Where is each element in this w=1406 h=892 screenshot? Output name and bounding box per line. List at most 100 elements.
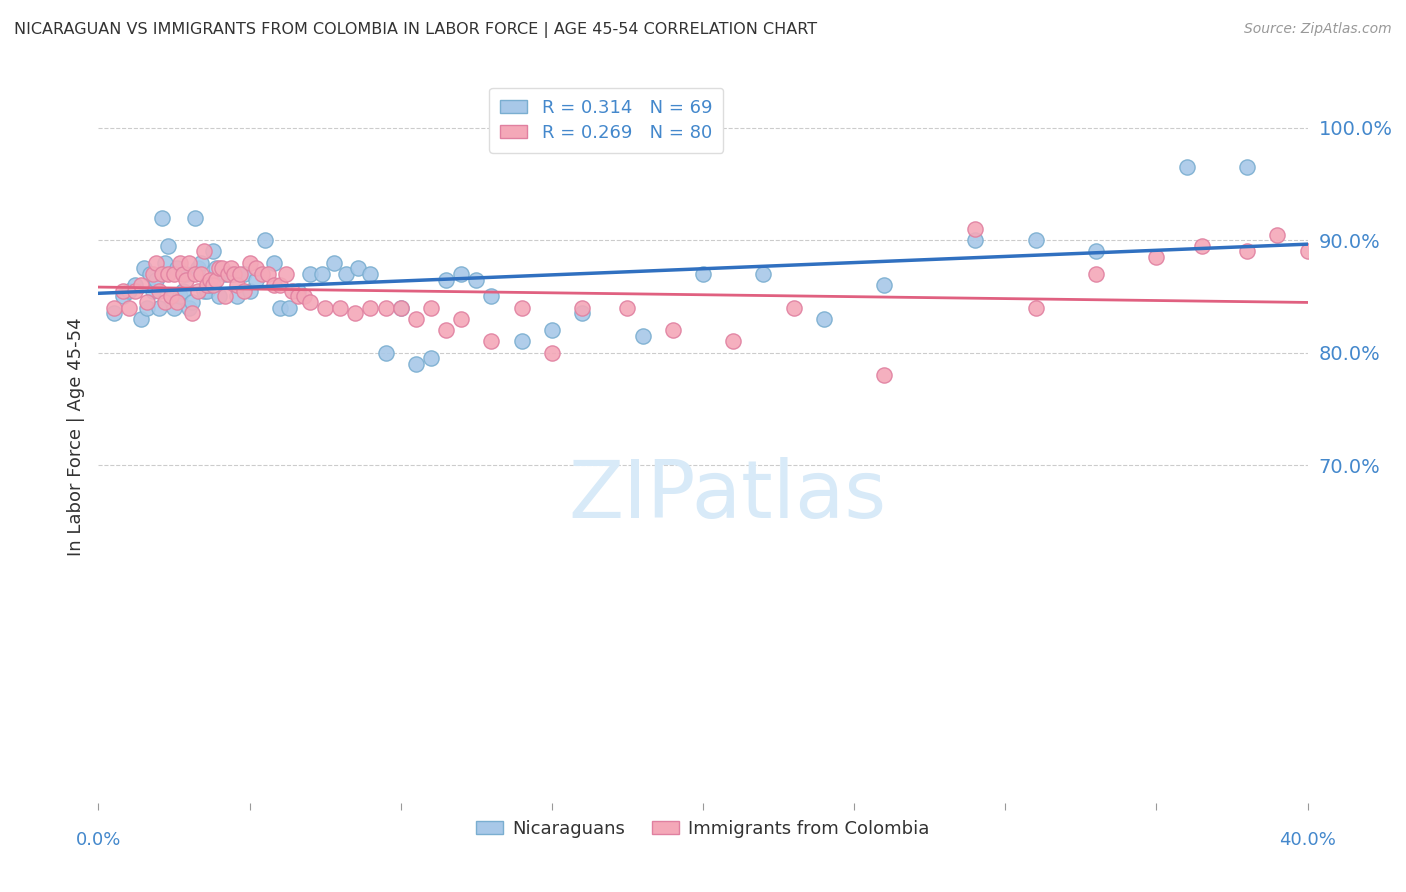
Point xyxy=(224,267,246,281)
Point xyxy=(129,278,152,293)
Point xyxy=(232,284,254,298)
Point xyxy=(287,289,309,303)
Point xyxy=(269,278,291,293)
Point xyxy=(118,301,141,315)
Point xyxy=(172,284,194,298)
Point xyxy=(226,278,249,293)
Point xyxy=(245,272,267,286)
Point xyxy=(181,295,204,310)
Point xyxy=(1327,227,1350,242)
Point xyxy=(169,289,191,303)
Point xyxy=(179,255,201,269)
Point xyxy=(450,312,472,326)
Point xyxy=(111,284,134,298)
Point xyxy=(389,301,412,315)
Point xyxy=(510,301,533,315)
Point xyxy=(135,295,157,310)
Point xyxy=(250,267,273,281)
Point xyxy=(347,261,370,276)
Point xyxy=(374,301,396,315)
Point xyxy=(202,278,225,293)
Point xyxy=(163,301,186,315)
Point xyxy=(200,278,222,293)
Point xyxy=(187,284,209,298)
Point xyxy=(150,211,173,225)
Point xyxy=(124,284,146,298)
Point xyxy=(214,289,236,303)
Point xyxy=(239,284,262,298)
Point xyxy=(226,289,249,303)
Point xyxy=(299,267,322,281)
Point xyxy=(184,211,207,225)
Point xyxy=(205,261,228,276)
Point xyxy=(103,306,125,320)
Point xyxy=(221,261,243,276)
Point xyxy=(873,368,896,383)
Point xyxy=(166,295,188,310)
Point xyxy=(1296,244,1319,259)
Point xyxy=(571,301,593,315)
Point xyxy=(190,255,212,269)
Point xyxy=(211,261,233,276)
Point xyxy=(1085,244,1108,259)
Point xyxy=(965,222,987,236)
Point xyxy=(169,255,191,269)
Point xyxy=(481,289,503,303)
Point xyxy=(450,267,472,281)
Point xyxy=(153,255,176,269)
Point xyxy=(103,301,125,315)
Point xyxy=(160,289,183,303)
Point xyxy=(139,267,162,281)
Point xyxy=(420,351,443,366)
Text: NICARAGUAN VS IMMIGRANTS FROM COLOMBIA IN LABOR FORCE | AGE 45-54 CORRELATION CH: NICARAGUAN VS IMMIGRANTS FROM COLOMBIA I… xyxy=(14,22,817,38)
Point xyxy=(214,267,236,281)
Point xyxy=(150,267,173,281)
Point xyxy=(389,301,412,315)
Point xyxy=(153,295,176,310)
Point xyxy=(174,272,197,286)
Point xyxy=(873,278,896,293)
Point xyxy=(692,267,714,281)
Point xyxy=(299,295,322,310)
Point xyxy=(132,261,155,276)
Point xyxy=(481,334,503,349)
Point xyxy=(160,289,183,303)
Point xyxy=(1236,160,1258,174)
Point xyxy=(256,267,278,281)
Point xyxy=(344,306,367,320)
Point xyxy=(202,244,225,259)
Point xyxy=(571,306,593,320)
Point xyxy=(148,301,170,315)
Text: 40.0%: 40.0% xyxy=(1279,831,1336,849)
Point xyxy=(148,284,170,298)
Text: ZIPatlas: ZIPatlas xyxy=(568,457,886,534)
Point xyxy=(239,255,262,269)
Point xyxy=(195,278,218,293)
Point xyxy=(752,267,775,281)
Point xyxy=(465,272,488,286)
Point xyxy=(193,284,215,298)
Point xyxy=(205,272,228,286)
Point xyxy=(1236,244,1258,259)
Point xyxy=(269,301,291,315)
Point xyxy=(174,267,197,281)
Point xyxy=(200,272,222,286)
Point xyxy=(311,267,333,281)
Point xyxy=(631,328,654,343)
Point xyxy=(1267,227,1289,242)
Point xyxy=(274,267,297,281)
Point xyxy=(540,323,562,337)
Point xyxy=(281,284,304,298)
Point xyxy=(405,312,427,326)
Point xyxy=(187,261,209,276)
Y-axis label: In Labor Force | Age 45-54: In Labor Force | Age 45-54 xyxy=(66,318,84,557)
Point xyxy=(184,267,207,281)
Point xyxy=(723,334,745,349)
Point xyxy=(172,267,194,281)
Point xyxy=(263,255,285,269)
Point xyxy=(229,267,252,281)
Point xyxy=(190,267,212,281)
Point xyxy=(360,267,382,281)
Point xyxy=(245,261,267,276)
Point xyxy=(156,267,179,281)
